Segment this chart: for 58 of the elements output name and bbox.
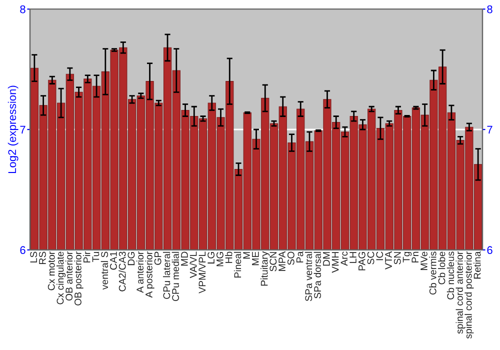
x-tick-label: spinal cord posterior: [464, 251, 474, 339]
x-tick-label: LH: [350, 252, 356, 263]
x-tick-label: SPa ventral: [304, 252, 312, 302]
y-tick-label: 7: [20, 126, 26, 134]
x-tick-label: MPA: [278, 251, 286, 271]
x-tick-label: Pn: [412, 252, 418, 262]
x-tick-label: LG: [208, 252, 214, 264]
x-tick-label: Cb nucleus: [446, 252, 454, 300]
x-tick-label: GP: [154, 252, 162, 265]
x-tick-label: CA1: [110, 252, 117, 270]
y2-tick-label: 7: [487, 126, 492, 134]
x-tick-label: Cx cingulate: [56, 252, 66, 304]
x-tick-label: LS: [30, 252, 38, 262]
y-tick-label: 8: [20, 5, 26, 14]
x-tick-label: Hb: [225, 252, 232, 263]
x-tick-label: Pituitary: [260, 251, 270, 286]
x-tick-label: Cb vermis: [429, 252, 436, 295]
x-tick-label: Cb lobe: [438, 252, 446, 284]
x-tick-label: OB posterior: [74, 251, 84, 306]
x-tick-label: PAG: [358, 252, 366, 270]
x-tick-label: IC: [376, 252, 384, 260]
y-tick-label: 6: [20, 246, 26, 254]
x-tick-label: Retina: [474, 251, 481, 279]
x-tick-label: Pineal: [234, 252, 242, 278]
x-tick-label: MVe: [420, 252, 428, 270]
x-tick-label: spinal cord anterior: [456, 251, 465, 334]
x-tick-label: Pa: [296, 251, 304, 262]
x-tick-label: MG: [216, 252, 224, 266]
x-tick-label: DG: [128, 252, 135, 266]
x-tick-label: SPa dorsal: [314, 252, 321, 298]
x-tick-label: SC: [367, 252, 374, 264]
x-tick-label: A anterior: [136, 251, 144, 293]
x-tick-label: ventral S: [100, 252, 108, 290]
x-tick-label: MD: [181, 252, 188, 266]
x-tick-label: SCN: [270, 252, 277, 272]
x-tick-label: DM: [323, 252, 330, 266]
x-tick-label: OB anterior: [65, 251, 73, 301]
x-tick-label: Pir: [83, 251, 90, 262]
x-tick-label: CPu medial: [172, 252, 180, 302]
x-tick-label: VTA: [385, 251, 392, 270]
x-tick-label: M: [243, 252, 250, 259]
y2-tick-label: 8: [487, 5, 492, 14]
y-axis-title: Log2 (expression): [8, 86, 18, 174]
x-tick-label: Tu: [92, 252, 100, 262]
x-tick-label: SN: [394, 252, 401, 264]
x-tick-label: Cx motor: [48, 251, 55, 290]
x-tick-label: A posterior: [145, 251, 154, 298]
x-tick-label: Tg: [402, 252, 412, 262]
y2-tick-label: 6: [487, 246, 492, 254]
x-tick-label: CPu lateral: [162, 252, 170, 299]
x-tick-label: SO: [287, 252, 294, 265]
x-tick-label: Arc: [340, 252, 348, 266]
x-tick-label: VMH: [332, 252, 339, 273]
x-tick-label: VPM/VPL: [198, 252, 206, 294]
x-tick-label: VA/VL: [190, 252, 197, 278]
x-tick-label: ME: [252, 252, 259, 266]
x-tick-label: CA2/CA3: [118, 252, 126, 292]
x-tick-label: RS: [39, 252, 46, 264]
